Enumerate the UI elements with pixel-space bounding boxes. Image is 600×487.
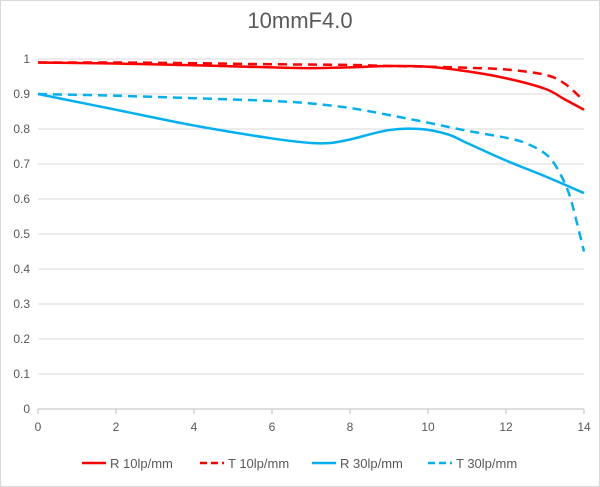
y-tick-label: 0.7 — [13, 157, 30, 171]
legend-label: R 10lp/mm — [110, 456, 173, 471]
series-line-r-30lp-mm — [37, 92, 585, 195]
x-tick-label: 14 — [577, 420, 591, 434]
x-tick-label: 10 — [421, 420, 435, 434]
series-line-t-30lp-mm — [37, 92, 586, 252]
y-tick-label: 0.2 — [13, 332, 30, 346]
x-tick-label: 6 — [269, 420, 276, 434]
x-tick-label: 12 — [499, 420, 513, 434]
y-tick-label: 0 — [23, 402, 30, 416]
y-tick-label: 0.4 — [13, 262, 30, 276]
legend-label: R 30lp/mm — [340, 456, 403, 471]
y-tick-label: 0.6 — [13, 192, 30, 206]
chart-title: 10mmF4.0 — [247, 8, 353, 33]
y-tick-label: 0.8 — [13, 122, 30, 136]
y-tick-label: 1 — [23, 52, 30, 66]
legend-label: T 10lp/mm — [228, 456, 289, 471]
y-tick-label: 0.1 — [13, 367, 30, 381]
y-tick-label: 0.5 — [13, 227, 30, 241]
x-tick-label: 2 — [113, 420, 120, 434]
y-tick-label: 0.9 — [13, 87, 30, 101]
y-tick-label: 0.3 — [13, 297, 30, 311]
x-tick-label: 0 — [35, 420, 42, 434]
x-tick-label: 4 — [191, 420, 198, 434]
legend-label: T 30lp/mm — [456, 456, 517, 471]
x-tick-label: 8 — [347, 420, 354, 434]
series-line-t-10lp-mm — [37, 61, 585, 102]
